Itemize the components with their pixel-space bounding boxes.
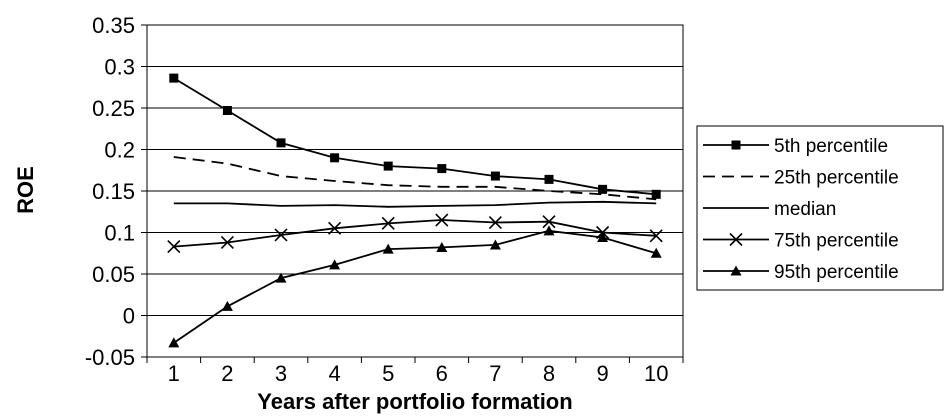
y-tick-label: 0.05 [92,262,135,287]
y-tick-label: 0.35 [92,13,135,38]
y-tick-label: 0.2 [104,138,135,163]
data-point-triangle [275,272,287,283]
series-line [173,156,657,201]
data-point-triangle [650,247,662,258]
x-tick-label: 2 [221,361,233,386]
data-point-x [274,228,288,242]
data-point-square [330,153,340,163]
data-point-square [598,184,608,194]
x-tick-label: 6 [436,361,448,386]
data-point-x [488,215,502,230]
data-point-triangle [436,241,448,252]
y-tick-label: 0.15 [92,179,135,204]
x-tick-label: 1 [168,361,180,386]
series-line [173,77,657,196]
x-tick-label: 5 [382,361,394,386]
legend-label: 25th percentile [774,168,899,189]
x-tick-label: 10 [644,361,668,386]
x-tick-label: 3 [275,361,287,386]
series-line [173,219,657,248]
data-point-square [169,73,179,83]
x-tick-label: 4 [328,361,340,386]
data-point-square [222,105,232,115]
y-tick-label: 0.3 [104,55,135,80]
data-point-triangle [329,259,341,270]
data-point-x [729,232,743,247]
x-tick-label: 7 [489,361,501,386]
series-5th-percentile [169,73,661,199]
x-tick-label: 9 [596,361,608,386]
data-point-triangle [221,300,233,311]
data-point-triangle [730,265,742,276]
data-point-triangle [168,337,180,348]
data-point-triangle [489,239,501,250]
legend-entry: median [703,199,836,220]
axes: -0.05 0 0.05 0.1 0.15 0.2 0.25 0.3 0.35 1 2 3 4 5 6 7 8 9… [85,13,684,386]
legend-entry: 25th percentile [703,168,899,189]
data-point-triangle [597,231,609,242]
data-point-x [435,213,449,227]
data-point-square [437,164,447,174]
series-median [173,200,657,208]
legend-entry: 5th percentile [703,136,888,157]
y-tick-label: 0.1 [104,221,135,246]
data-point-x [220,235,234,250]
y-tick-label: 0.25 [92,96,135,121]
data-point-square [731,140,741,150]
x-axis-title: Years after portfolio formation [257,389,572,414]
series-95th-percentile [168,225,662,348]
legend-label: 95th percentile [774,262,899,283]
series-line [173,200,657,208]
legend-label: 5th percentile [774,136,888,157]
series-line [173,229,657,344]
y-tick-label: 0 [123,304,135,329]
series-group [167,73,663,348]
y-tick-label: -0.05 [85,345,135,370]
legend-label: median [774,199,836,220]
data-point-x [167,240,181,254]
data-point-square [276,138,286,148]
legend-entry: 75th percentile [703,231,899,252]
data-point-square [544,174,554,184]
legend-label: 75th percentile [774,231,899,252]
data-point-square [490,171,500,181]
data-point-square [383,161,393,171]
data-point-x [542,215,556,229]
x-tick-label: 8 [543,361,555,386]
data-point-x [649,229,663,243]
data-point-triangle [543,225,555,236]
data-point-triangle [382,243,394,254]
data-point-x [328,221,342,235]
legend-entry: 95th percentile [703,262,899,283]
series-75th-percentile [167,213,663,254]
y-axis-title: ROE [13,166,38,214]
data-point-square [651,189,661,199]
series-25th-percentile [173,156,657,201]
legend: 5th percentile 25th percentile median 75th … [696,125,944,291]
gridlines [147,66,683,316]
data-point-x [381,216,395,230]
